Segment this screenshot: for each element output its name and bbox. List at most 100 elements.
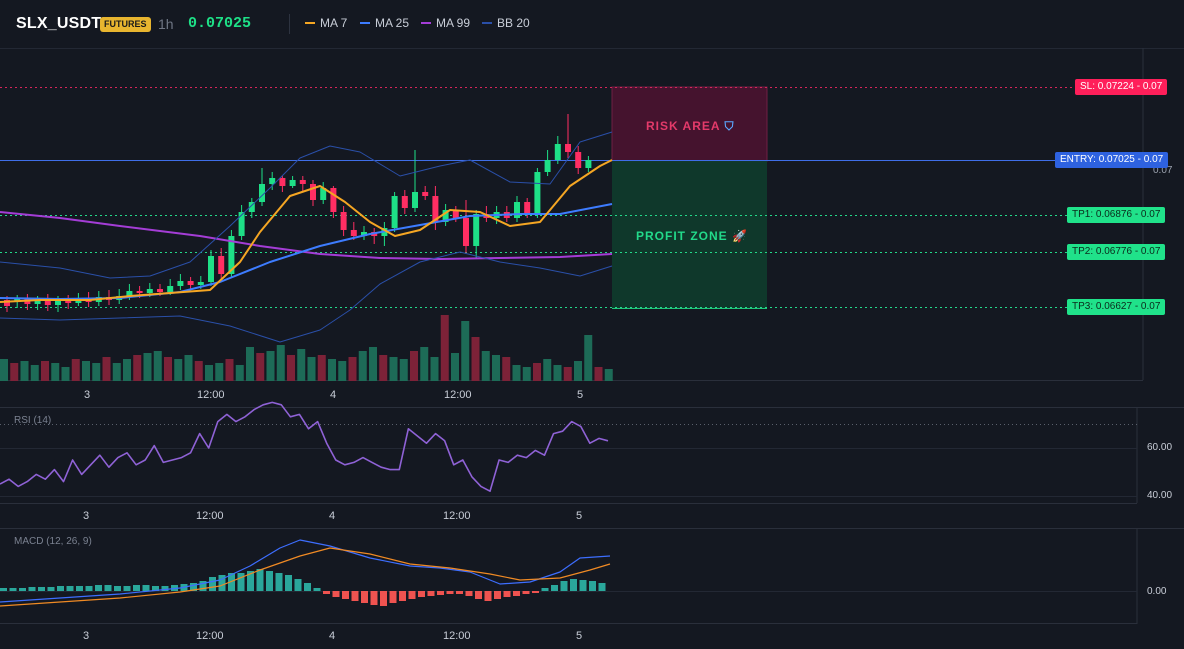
volume-bar xyxy=(20,361,29,381)
macd-histogram-bar xyxy=(76,586,83,591)
macd-histogram-bar xyxy=(304,583,311,591)
volume-bar xyxy=(492,355,500,381)
macd-signal-line xyxy=(0,547,611,607)
candle-body xyxy=(534,172,541,214)
candle-body xyxy=(228,236,235,274)
rsi-line xyxy=(0,401,609,493)
time-label: 12:00 xyxy=(443,630,471,642)
time-label: 4 xyxy=(329,630,336,642)
candle-body xyxy=(197,282,204,285)
time-label: 12:00 xyxy=(196,510,224,522)
macd-histogram-bar xyxy=(9,588,17,591)
volume-bar xyxy=(102,357,111,381)
macd-histogram-bar xyxy=(19,588,26,591)
macd-histogram-bar xyxy=(418,591,425,597)
legend-ma99[interactable]: MA 99 xyxy=(421,16,470,30)
time-label: 3 xyxy=(83,630,90,642)
volume-bar xyxy=(164,357,172,381)
macd-histogram-bar xyxy=(513,591,520,596)
candle-body xyxy=(248,202,255,212)
macd-histogram-bar xyxy=(95,585,102,591)
candle-body xyxy=(289,180,296,186)
macd-histogram-bar xyxy=(361,591,368,603)
volume-bar xyxy=(533,363,541,381)
volume-bar xyxy=(287,355,295,381)
ma99-line xyxy=(0,211,613,260)
volume-bar xyxy=(563,367,572,381)
candle-body xyxy=(412,192,418,208)
macd-histogram-bar xyxy=(237,573,245,591)
futures-badge: FUTURES xyxy=(100,17,151,32)
shield-icon: ⛉ xyxy=(724,119,735,133)
legend-bb20[interactable]: BB 20 xyxy=(482,16,530,30)
rsi-y-label: 40.00 xyxy=(1147,490,1173,501)
macd-histogram-bar xyxy=(47,587,55,591)
volume-bar xyxy=(604,369,613,381)
macd-histogram-bar xyxy=(494,591,501,599)
volume-bar xyxy=(246,347,254,381)
macd-histogram-bar xyxy=(475,591,482,599)
price-tick: 0.07 xyxy=(1153,165,1173,176)
profit-zone-label: PROFIT ZONE 🚀 xyxy=(636,229,748,243)
legend-ma25[interactable]: MA 25 xyxy=(360,16,409,30)
macd-histogram-bar xyxy=(446,591,454,594)
macd-histogram-bar xyxy=(266,571,273,591)
candle-body xyxy=(463,218,469,246)
candle-body xyxy=(452,210,459,218)
profit-zone xyxy=(612,161,767,308)
symbol-name[interactable]: SLX_USDT xyxy=(16,15,102,32)
volume-bar xyxy=(205,365,213,381)
macd-histogram-bar xyxy=(408,591,416,599)
tp3-tag[interactable]: TP3: 0.06627 - 0.07 xyxy=(1067,299,1166,315)
volume-bar xyxy=(348,357,357,381)
macd-histogram-bar xyxy=(351,591,359,601)
macd-histogram-bar xyxy=(437,591,444,595)
volume-bar xyxy=(358,351,367,381)
volume-bar xyxy=(574,361,582,381)
timeframe-selector[interactable]: 1h xyxy=(158,16,174,32)
candle-body xyxy=(585,160,592,168)
macd-line xyxy=(0,539,611,603)
tp1-tag[interactable]: TP1: 0.06876 - 0.07 xyxy=(1067,207,1166,223)
macd-histogram-bar xyxy=(522,591,530,594)
candle-body xyxy=(575,152,582,168)
time-label: 12:00 xyxy=(443,510,471,522)
legend-ma7[interactable]: MA 7 xyxy=(305,16,347,30)
volume-bar xyxy=(338,361,347,381)
tp2-tag[interactable]: TP2: 0.06776 - 0.07 xyxy=(1067,244,1166,260)
candle-body xyxy=(442,210,449,222)
macd-histogram-bar xyxy=(342,591,349,599)
macd-histogram-bar xyxy=(114,586,121,591)
candle-body xyxy=(422,192,429,196)
volume-bar xyxy=(61,367,70,381)
macd-histogram-bar xyxy=(104,585,112,591)
volume-bar xyxy=(174,359,183,381)
macd-histogram-bar xyxy=(133,585,140,591)
volume-bar xyxy=(471,337,480,381)
volume-bar xyxy=(502,357,511,381)
volume-bar xyxy=(215,363,224,381)
ma7-line xyxy=(0,159,613,303)
macd-histogram-bar xyxy=(532,591,539,593)
macd-histogram-bar xyxy=(190,583,197,591)
volume-bar xyxy=(522,367,531,381)
candle-body xyxy=(157,289,163,292)
macd-histogram-bar xyxy=(332,591,340,597)
macd-histogram-bar xyxy=(85,586,93,591)
macd-histogram-bar xyxy=(380,591,387,606)
macd-histogram-bar xyxy=(152,586,159,591)
macd-histogram-bar xyxy=(275,573,283,591)
entry-tag[interactable]: ENTRY: 0.07025 - 0.07 xyxy=(1055,152,1169,168)
stop-loss-tag[interactable]: SL: 0.07224 - 0.07 xyxy=(1075,79,1168,95)
bb-upper-line xyxy=(0,131,613,279)
macd-histogram-bar xyxy=(285,575,292,591)
candle-body xyxy=(187,281,194,285)
candle-body xyxy=(177,281,184,286)
candle-body xyxy=(238,212,245,236)
candle-body xyxy=(218,256,225,274)
volume-bar xyxy=(143,353,152,381)
volume-bar xyxy=(410,351,418,381)
macd-histogram-bar xyxy=(0,588,7,591)
candle-body xyxy=(259,184,265,202)
